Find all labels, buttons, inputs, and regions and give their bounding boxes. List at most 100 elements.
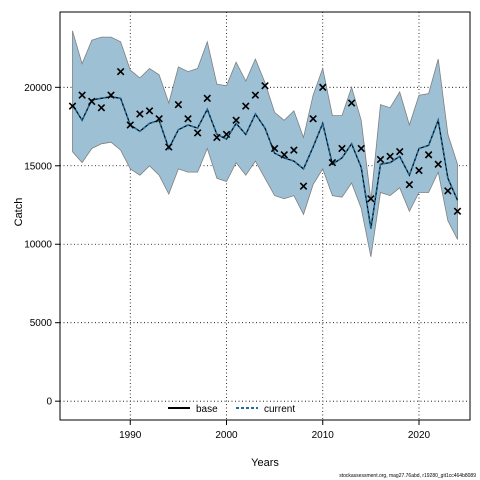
observed-point-1992	[145, 107, 154, 115]
observed-point-2019	[405, 180, 414, 189]
observed-point-2022	[434, 160, 443, 168]
observed-point-stroke-b	[155, 114, 163, 123]
observed-point-2014	[357, 144, 366, 153]
observed-point-stroke-b	[241, 102, 250, 110]
observed-point-1989	[116, 67, 125, 76]
observed-point-2018	[395, 147, 404, 156]
x-axis: 1990 2000 2010 2020	[119, 420, 431, 441]
observed-point-stroke-b	[184, 114, 192, 123]
observed-point-stroke-b	[251, 91, 260, 99]
x-tick-label-2000: 2000	[215, 430, 238, 441]
observed-point-stroke-b	[424, 151, 433, 159]
legend: base current	[168, 404, 295, 415]
observed-point-2000	[222, 130, 231, 139]
observed-point-stroke-b	[367, 194, 375, 203]
observed-point-2013	[347, 99, 356, 107]
observed-point-2015	[367, 194, 375, 203]
observed-point-2001	[232, 116, 240, 125]
x-tick-label-2010: 2010	[312, 430, 335, 441]
observed-point-stroke-b	[280, 151, 289, 159]
observed-point-stroke-b	[145, 107, 154, 115]
observed-point-stroke-b	[347, 99, 356, 107]
observed-point-stroke-b	[164, 143, 173, 151]
legend-label-current: current	[264, 404, 295, 415]
confidence-band	[72, 30, 458, 257]
observed-point-stroke-b	[107, 91, 115, 99]
observed-point-2006	[280, 151, 289, 159]
observed-point-2020	[415, 166, 423, 175]
observed-point-stroke-b	[290, 146, 298, 154]
observed-point-stroke-b	[97, 103, 106, 112]
observed-point-1991	[136, 110, 144, 118]
observed-point-2010	[318, 83, 327, 92]
y-tick-label-10000: 10000	[24, 240, 52, 251]
observed-point-1984	[68, 102, 77, 110]
observed-point-1998	[203, 94, 212, 103]
grid-lines	[60, 12, 470, 420]
observed-point-stroke-b	[357, 144, 366, 153]
observed-point-stroke-b	[318, 83, 327, 92]
observed-point-2011	[328, 158, 337, 167]
observed-point-stroke-b	[213, 133, 221, 142]
y-tick-label-0: 0	[46, 397, 52, 408]
observed-point-stroke-b	[376, 155, 385, 164]
observed-point-1986	[87, 97, 96, 106]
footnote: stockassessment.org, mag27.76abd, r19280…	[339, 473, 476, 479]
observed-point-1996	[184, 114, 192, 123]
observed-point-1990	[126, 121, 135, 129]
observed-point-stroke-b	[415, 166, 423, 175]
observed-point-stroke-b	[136, 110, 144, 118]
y-tick-label-5000: 5000	[30, 318, 53, 329]
observed-point-stroke-b	[270, 144, 279, 153]
observed-point-1995	[174, 100, 183, 109]
observed-point-stroke-b	[444, 187, 452, 195]
observed-point-stroke-b	[87, 97, 96, 106]
observed-point-stroke-b	[174, 100, 183, 109]
observed-point-2009	[309, 114, 317, 123]
x-axis-title: Years	[251, 457, 279, 469]
observed-point-stroke-b	[405, 180, 414, 189]
observed-point-stroke-b	[309, 114, 317, 123]
observed-point-stroke-b	[68, 102, 77, 110]
observed-point-2016	[376, 155, 385, 164]
observed-point-2023	[444, 187, 452, 195]
series-line-current	[71, 95, 459, 229]
observed-point-2008	[299, 182, 308, 190]
observed-point-2002	[241, 102, 250, 110]
observed-point-1985	[78, 91, 86, 99]
observed-point-stroke-b	[434, 160, 443, 168]
observed-point-2021	[424, 151, 433, 159]
observed-point-1999	[213, 133, 221, 142]
plot-frame	[59, 11, 471, 421]
observed-point-stroke-b	[453, 207, 462, 216]
y-tick-label-20000: 20000	[24, 83, 52, 94]
observed-markers	[68, 67, 462, 216]
legend-label-base: base	[196, 404, 218, 415]
observed-point-stroke-b	[193, 129, 202, 137]
x-tick-label-2020: 2020	[408, 430, 431, 441]
y-tick-label-15000: 15000	[24, 161, 52, 172]
observed-point-stroke-b	[338, 144, 346, 153]
observed-point-stroke-b	[78, 91, 86, 99]
observed-point-stroke-b	[126, 121, 135, 129]
y-axis-title: Catch	[13, 198, 25, 227]
observed-point-1993	[155, 114, 163, 123]
observed-point-stroke-b	[203, 94, 212, 103]
observed-point-1988	[107, 91, 115, 99]
observed-point-2005	[270, 144, 279, 153]
observed-point-2004	[261, 81, 269, 90]
observed-point-stroke-b	[299, 182, 308, 190]
observed-point-2003	[251, 91, 260, 99]
observed-point-2007	[290, 146, 298, 154]
observed-point-stroke-b	[395, 147, 404, 156]
observed-point-stroke-b	[386, 152, 394, 161]
x-tick-label-1990: 1990	[119, 430, 142, 441]
observed-point-stroke-b	[261, 81, 269, 90]
observed-point-2012	[338, 144, 346, 153]
observed-point-1994	[164, 143, 173, 151]
observed-point-stroke-b	[328, 158, 337, 167]
observed-point-stroke-b	[232, 116, 240, 125]
observed-point-stroke-b	[116, 67, 125, 76]
observed-point-1997	[193, 129, 202, 137]
